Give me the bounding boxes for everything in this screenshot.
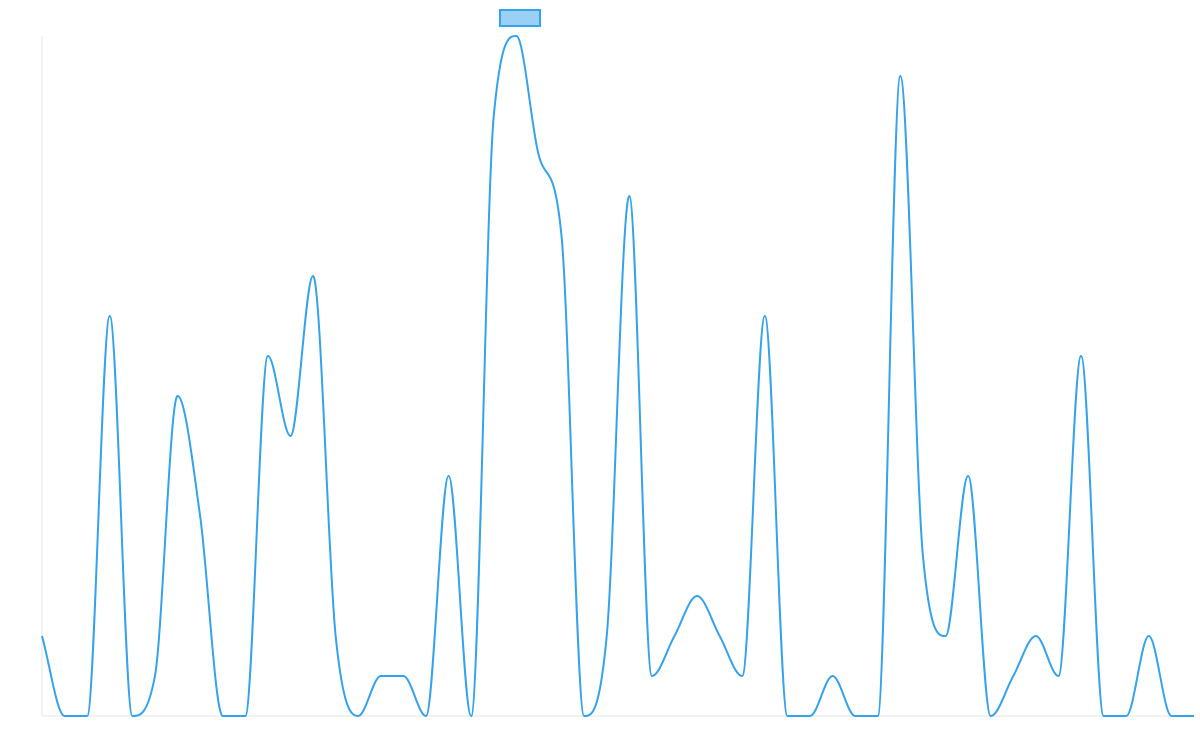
legend[interactable] xyxy=(499,9,541,27)
series-group xyxy=(41,35,1194,717)
series-line xyxy=(41,35,1194,717)
legend-swatch[interactable] xyxy=(499,9,541,27)
